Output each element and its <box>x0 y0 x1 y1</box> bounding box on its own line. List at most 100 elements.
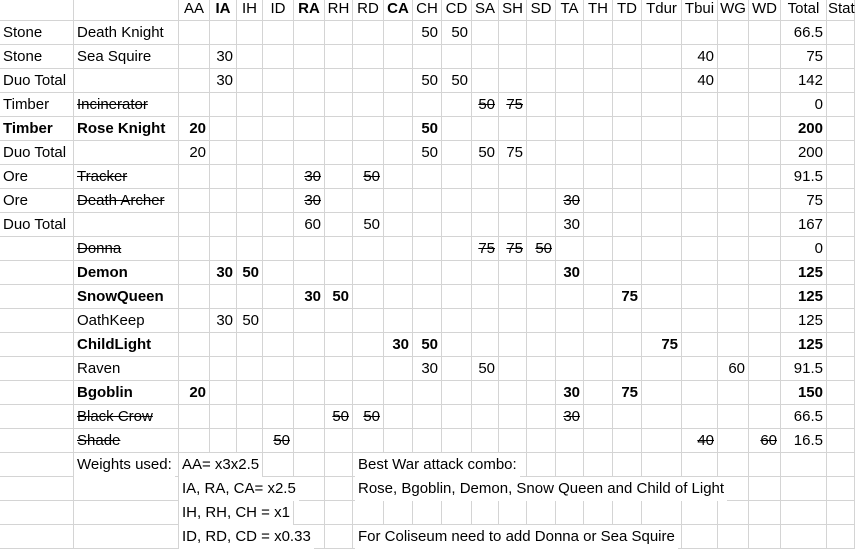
column-header[interactable]: IH <box>237 0 263 21</box>
table-cell[interactable] <box>556 165 584 189</box>
table-cell[interactable] <box>263 357 294 381</box>
table-cell[interactable] <box>527 165 556 189</box>
table-cell[interactable] <box>442 165 472 189</box>
table-cell[interactable] <box>613 141 642 165</box>
table-cell[interactable] <box>584 237 613 261</box>
empty-cell[interactable] <box>527 501 556 525</box>
table-cell[interactable] <box>613 165 642 189</box>
table-cell[interactable] <box>384 261 413 285</box>
row-category-cell[interactable] <box>0 429 74 453</box>
table-cell[interactable]: 75 <box>499 93 527 117</box>
table-cell[interactable]: 75 <box>613 381 642 405</box>
table-cell[interactable]: 142 <box>781 69 827 93</box>
table-cell[interactable]: 50 <box>527 237 556 261</box>
table-cell[interactable]: 30 <box>294 189 325 213</box>
table-cell[interactable] <box>442 213 472 237</box>
table-cell[interactable]: 75 <box>781 45 827 69</box>
row-category-cell[interactable]: Duo Total <box>0 141 74 165</box>
table-cell[interactable] <box>642 213 682 237</box>
table-cell[interactable] <box>642 45 682 69</box>
table-cell[interactable]: 50 <box>237 261 263 285</box>
table-cell[interactable] <box>827 285 855 309</box>
empty-cell[interactable] <box>0 477 74 501</box>
table-cell[interactable] <box>325 45 353 69</box>
table-cell[interactable]: 50 <box>413 141 442 165</box>
empty-cell[interactable] <box>325 453 353 477</box>
table-cell[interactable] <box>682 285 718 309</box>
table-cell[interactable] <box>325 381 353 405</box>
empty-cell[interactable] <box>682 453 718 477</box>
table-cell[interactable] <box>718 213 749 237</box>
table-cell[interactable] <box>613 69 642 93</box>
table-cell[interactable] <box>827 21 855 45</box>
empty-cell[interactable] <box>74 477 179 501</box>
table-cell[interactable]: 60 <box>718 357 749 381</box>
empty-cell[interactable] <box>325 477 353 501</box>
table-cell[interactable]: 30 <box>556 381 584 405</box>
row-name-cell[interactable]: Rose Knight <box>74 117 179 141</box>
row-category-cell[interactable]: Stone <box>0 45 74 69</box>
table-cell[interactable] <box>527 189 556 213</box>
table-cell[interactable] <box>527 141 556 165</box>
row-category-cell[interactable]: Timber <box>0 117 74 141</box>
table-cell[interactable] <box>384 69 413 93</box>
table-cell[interactable] <box>584 261 613 285</box>
table-cell[interactable] <box>584 45 613 69</box>
table-cell[interactable] <box>210 405 237 429</box>
row-name-cell[interactable]: Donna <box>74 237 179 261</box>
table-cell[interactable] <box>556 285 584 309</box>
column-header[interactable]: WG <box>718 0 749 21</box>
table-cell[interactable] <box>179 357 210 381</box>
table-cell[interactable]: 20 <box>179 117 210 141</box>
empty-cell[interactable] <box>749 453 781 477</box>
empty-cell[interactable] <box>749 525 781 549</box>
table-cell[interactable] <box>749 381 781 405</box>
table-cell[interactable] <box>325 189 353 213</box>
table-cell[interactable]: 30 <box>413 357 442 381</box>
table-cell[interactable] <box>237 333 263 357</box>
table-cell[interactable] <box>179 69 210 93</box>
table-cell[interactable] <box>384 309 413 333</box>
table-cell[interactable] <box>442 405 472 429</box>
table-cell[interactable] <box>413 165 442 189</box>
table-cell[interactable] <box>642 117 682 141</box>
table-cell[interactable] <box>472 285 499 309</box>
table-cell[interactable] <box>682 405 718 429</box>
table-cell[interactable] <box>499 357 527 381</box>
table-cell[interactable] <box>827 189 855 213</box>
table-cell[interactable] <box>827 381 855 405</box>
table-cell[interactable] <box>263 21 294 45</box>
column-header[interactable]: AA <box>179 0 210 21</box>
row-name-cell[interactable]: Shade <box>74 429 179 453</box>
table-cell[interactable] <box>827 261 855 285</box>
table-cell[interactable] <box>384 285 413 309</box>
table-cell[interactable] <box>556 141 584 165</box>
table-cell[interactable] <box>210 213 237 237</box>
row-name-cell[interactable]: Incinerator <box>74 93 179 117</box>
empty-cell[interactable] <box>472 501 499 525</box>
table-cell[interactable] <box>584 381 613 405</box>
table-cell[interactable] <box>325 309 353 333</box>
column-header[interactable]: Tbui <box>682 0 718 21</box>
table-cell[interactable]: 60 <box>749 429 781 453</box>
table-cell[interactable] <box>442 333 472 357</box>
table-cell[interactable] <box>237 285 263 309</box>
table-cell[interactable] <box>442 381 472 405</box>
table-cell[interactable] <box>682 333 718 357</box>
table-cell[interactable] <box>294 261 325 285</box>
table-cell[interactable] <box>584 309 613 333</box>
table-cell[interactable] <box>384 141 413 165</box>
empty-cell[interactable] <box>613 453 642 477</box>
table-cell[interactable] <box>749 165 781 189</box>
row-name-cell[interactable] <box>74 69 179 93</box>
table-cell[interactable] <box>584 117 613 141</box>
table-cell[interactable] <box>210 117 237 141</box>
table-cell[interactable] <box>749 285 781 309</box>
table-cell[interactable] <box>472 333 499 357</box>
table-cell[interactable] <box>442 93 472 117</box>
table-cell[interactable] <box>613 21 642 45</box>
table-cell[interactable] <box>527 117 556 141</box>
table-cell[interactable] <box>584 285 613 309</box>
table-cell[interactable] <box>749 333 781 357</box>
table-cell[interactable]: 16.5 <box>781 429 827 453</box>
